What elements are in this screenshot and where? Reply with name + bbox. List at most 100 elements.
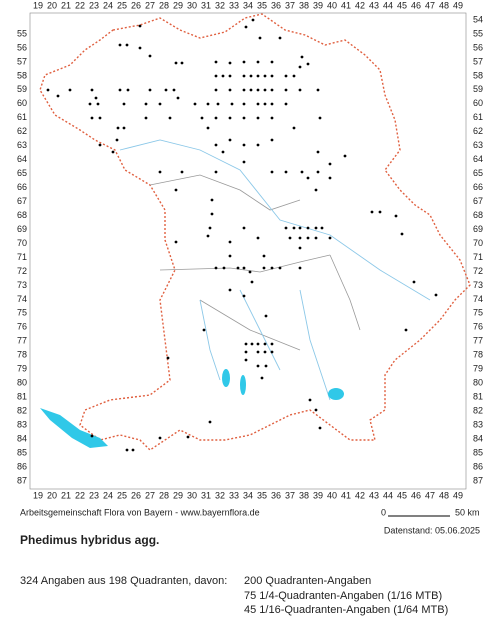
row-label: 67 — [17, 196, 27, 206]
occurrence-dot — [164, 88, 168, 92]
lake-bodensee — [40, 408, 108, 448]
occurrence-dot — [210, 212, 214, 216]
occurrence-dot — [230, 102, 234, 106]
occurrence-dot — [131, 448, 135, 452]
row-label: 63 — [473, 140, 483, 150]
occurrence-dot — [320, 226, 324, 230]
column-label: 27 — [145, 0, 155, 10]
occurrence-dot — [242, 116, 246, 120]
occurrence-dot — [228, 74, 232, 78]
occurrence-dot — [210, 198, 214, 202]
row-label: 87 — [473, 475, 483, 485]
occurrence-dot — [221, 74, 225, 78]
occurrence-dot — [126, 88, 130, 92]
column-label: 34 — [243, 0, 253, 10]
lake-ammersee — [222, 369, 230, 387]
occurrence-dot — [284, 226, 288, 230]
occurrence-dot — [298, 226, 302, 230]
occurrence-dot — [138, 46, 142, 50]
occurrence-dot — [200, 116, 204, 120]
column-label: 36 — [271, 490, 281, 500]
occurrence-dot — [314, 236, 318, 240]
column-label: 36 — [271, 0, 281, 10]
column-label: 19 — [33, 0, 43, 10]
occurrence-dot — [90, 116, 94, 120]
occurrence-dot — [244, 358, 248, 362]
occurrence-dot — [242, 102, 246, 106]
occurrence-dot — [242, 294, 246, 298]
occurrence-dot — [249, 74, 253, 78]
occurrence-dot — [122, 126, 126, 130]
occurrence-dot — [166, 356, 170, 360]
occurrence-dot — [270, 60, 274, 64]
column-label: 47 — [425, 490, 435, 500]
column-label: 40 — [327, 490, 337, 500]
occurrence-dot — [316, 88, 320, 92]
column-label: 42 — [355, 490, 365, 500]
row-label: 77 — [17, 336, 27, 346]
occurrence-dot — [118, 43, 122, 47]
column-label: 39 — [313, 490, 323, 500]
occurrence-dot — [394, 214, 398, 218]
credit: Arbeitsgemeinschaft Flora von Bayern - w… — [20, 507, 260, 517]
occurrence-dot — [144, 116, 148, 120]
column-label: 21 — [61, 0, 71, 10]
occurrence-dot — [264, 364, 268, 368]
column-label: 32 — [215, 0, 225, 10]
occurrence-dot — [256, 102, 260, 106]
occurrence-dot — [193, 102, 197, 106]
row-label: 81 — [473, 392, 483, 402]
column-label: 28 — [159, 0, 169, 10]
occurrence-dot — [242, 143, 246, 147]
column-label: 22 — [75, 0, 85, 10]
occurrence-dot — [244, 25, 248, 29]
occurrence-dot — [263, 350, 267, 354]
occurrence-dot — [56, 94, 60, 98]
row-label: 69 — [17, 224, 27, 234]
occurrence-dot — [314, 226, 318, 230]
occurrence-dot — [270, 88, 274, 92]
occurrence-dot — [214, 88, 218, 92]
occurrence-dot — [270, 342, 274, 346]
row-label: 72 — [473, 266, 483, 276]
occurrence-dot — [318, 116, 322, 120]
column-label: 30 — [187, 490, 197, 500]
row-label: 71 — [473, 252, 483, 262]
scale-start: 0 — [381, 507, 386, 517]
row-label: 62 — [17, 126, 27, 136]
occurrence-dot — [434, 293, 438, 297]
column-label: 23 — [89, 0, 99, 10]
row-label: 86 — [17, 461, 27, 471]
occurrence-dot — [228, 88, 232, 92]
occurrence-dot — [125, 448, 129, 452]
occurrence-dot — [251, 18, 255, 22]
row-label: 70 — [473, 238, 483, 248]
row-label: 85 — [17, 447, 27, 457]
occurrence-dot — [206, 126, 210, 130]
row-label: 56 — [473, 42, 483, 52]
occurrence-dot — [214, 60, 218, 64]
occurrence-dot — [292, 74, 296, 78]
occurrence-dot — [180, 61, 184, 65]
row-label: 79 — [17, 364, 27, 374]
occurrence-dot — [148, 88, 152, 92]
breakdown-line: 200 Quadranten-Angaben — [244, 575, 371, 587]
occurrence-dot — [306, 176, 310, 180]
occurrence-dot — [256, 364, 260, 368]
occurrence-dot — [88, 102, 92, 106]
column-label: 26 — [131, 490, 141, 500]
occurrence-dot — [206, 234, 210, 238]
occurrence-dot — [263, 342, 267, 346]
row-label: 55 — [473, 28, 483, 38]
occurrence-dot — [270, 74, 274, 78]
occurrence-dot — [138, 24, 142, 28]
occurrence-dot — [328, 236, 332, 240]
column-label: 46 — [411, 0, 421, 10]
occurrence-dot — [370, 210, 374, 214]
column-label: 43 — [369, 0, 379, 10]
occurrence-dot — [125, 43, 129, 47]
occurrence-dot — [298, 88, 302, 92]
occurrence-dot — [98, 143, 102, 147]
occurrence-dot — [306, 236, 310, 240]
occurrence-dot — [96, 102, 100, 106]
